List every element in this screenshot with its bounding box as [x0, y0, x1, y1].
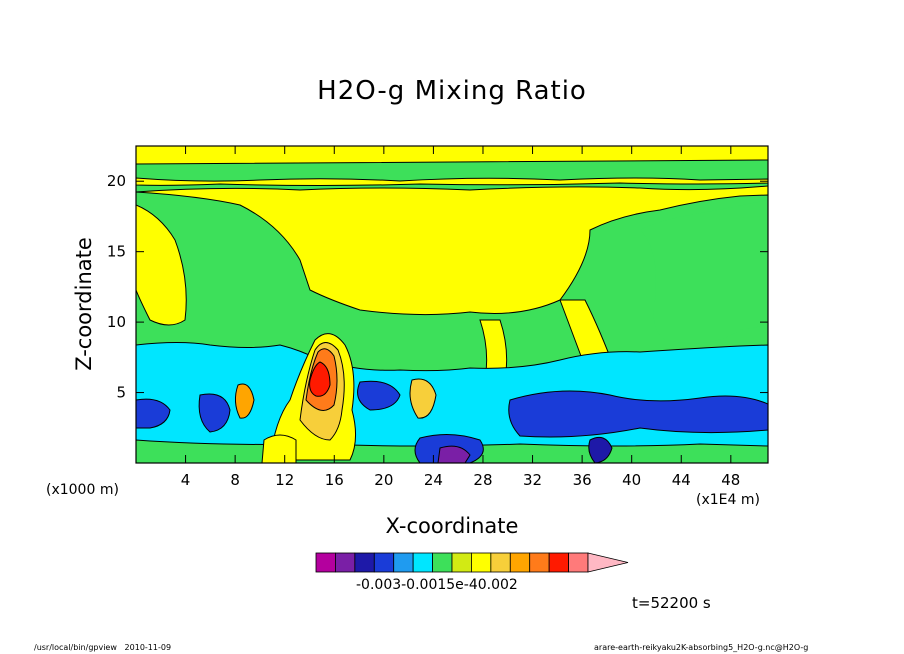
- y-axis-ticks: 5 10 15 20: [107, 172, 768, 402]
- x-tick-label: 32: [523, 471, 542, 489]
- colorbar-swatch: [373, 552, 395, 573]
- colorbar-swatch: [490, 552, 511, 573]
- region-yellow-right-tongue: [640, 200, 768, 344]
- plot-frame: [135, 145, 769, 464]
- colorbar-tick-labels: -0.003-0.0015e-40.002: [356, 577, 518, 593]
- y-tick-label: 15: [107, 243, 126, 261]
- x-tick-label: 40: [622, 471, 641, 489]
- program-path: /usr/local/bin/gpview: [34, 643, 117, 652]
- x-axis-ticks: 4 8 12 16 20 24 28 32 36 40 44 48: [181, 146, 740, 489]
- region-purple-bottom: [437, 445, 471, 463]
- colorbar-swatch: [432, 552, 453, 573]
- colorbar-swatch: [529, 552, 550, 573]
- colorbar: [315, 552, 629, 573]
- colorbar-swatch: [548, 552, 569, 573]
- colorbar-swatch: [412, 552, 433, 573]
- colorbar-swatch: [509, 552, 531, 573]
- colorbar-swatch: [393, 552, 414, 573]
- heatmap-field: [136, 146, 768, 463]
- x-tick-label: 20: [374, 471, 393, 489]
- date: 2010-11-09: [124, 643, 172, 652]
- region-blue-center: [357, 380, 401, 411]
- region-blue-left2: [198, 393, 231, 433]
- footer-left: /usr/local/bin/gpview 2010-11-09: [34, 643, 171, 652]
- x-tick-label: 8: [230, 471, 240, 489]
- x-tick-label: 4: [181, 471, 191, 489]
- x-tick-label: 48: [721, 471, 740, 489]
- x-tick-label: 16: [325, 471, 344, 489]
- region-yellow-right-blob: [409, 378, 437, 419]
- colorbar-swatch: [335, 552, 356, 573]
- y-tick-label: 5: [116, 384, 126, 402]
- chart-title: H2O-g Mixing Ratio: [317, 76, 587, 106]
- x-tick-label: 24: [424, 471, 443, 489]
- x-tick-label: 28: [473, 471, 492, 489]
- x-unit-right: (x1E4 m): [696, 492, 760, 508]
- x-tick-label: 12: [275, 471, 294, 489]
- x-tick-label: 36: [573, 471, 592, 489]
- region-yellow-surface-left: [261, 434, 297, 463]
- colorbar-swatch: [354, 552, 375, 573]
- region-red-core: [309, 361, 331, 397]
- colorbar-swatch: [315, 552, 336, 573]
- colorbar-swatch: [471, 552, 492, 573]
- y-tick-label: 10: [107, 313, 126, 331]
- colorbar-swatch: [451, 552, 472, 573]
- region-green-top-band: [136, 159, 768, 193]
- colorbar-arrow: [587, 552, 629, 573]
- x-tick-label: 44: [672, 471, 691, 489]
- region-yellow-left-tongue: [136, 204, 187, 326]
- region-orange-left-blob: [234, 383, 255, 419]
- footer-source: arare-earth-reikyaku2K-absorbing5_H2O-g.…: [594, 643, 809, 652]
- region-yellow-top-strip: [136, 177, 768, 186]
- region-blue-right: [508, 390, 768, 438]
- y-tick-label: 20: [107, 172, 126, 190]
- region-blue-bottom2: [588, 436, 613, 463]
- colorbar-swatch: [568, 552, 589, 573]
- x-axis-label: X-coordinate: [385, 514, 519, 538]
- region-blue-left: [136, 398, 171, 429]
- time-label: t=52200 s: [632, 594, 711, 612]
- x-unit-left: (x1000 m): [46, 482, 119, 498]
- y-axis-label: Z-coordinate: [72, 237, 96, 371]
